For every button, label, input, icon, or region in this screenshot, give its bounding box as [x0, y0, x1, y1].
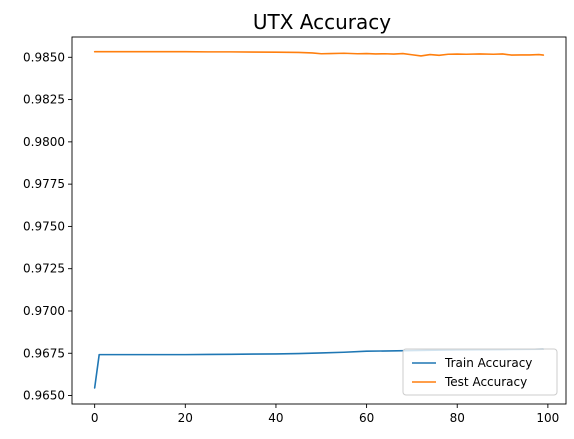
axes: 0 20 40 60 80 100 0.9650 0.9675 0.9700 0.9725 0.97…	[23, 36, 567, 425]
legend-label-test-accuracy: Test Accuracy	[444, 375, 527, 389]
y-tick-label: 0.9675	[23, 346, 65, 360]
legend-box	[402, 348, 558, 396]
axes-frame	[71, 36, 567, 405]
y-tick-label: 0.9825	[23, 93, 65, 107]
y-tick-label: 0.9775	[23, 177, 65, 191]
x-tick-label: 0	[91, 411, 99, 425]
x-tick-label: 20	[178, 411, 193, 425]
chart-title: UTX Accuracy	[253, 10, 391, 34]
y-tick-label: 0.9725	[23, 262, 65, 276]
y-tick-label: 0.9750	[23, 219, 65, 233]
y-tick-label: 0.9700	[23, 304, 65, 318]
x-tick-label: 40	[268, 411, 283, 425]
x-tick-label: 60	[359, 411, 374, 425]
legend-label-train-accuracy: Train Accuracy	[444, 356, 532, 370]
y-tick-label: 0.9650	[23, 389, 65, 403]
x-tick-label: 80	[450, 411, 465, 425]
series-line-test-accuracy	[93, 50, 545, 57]
x-tick-label: 100	[536, 411, 559, 425]
legend: Train Accuracy Test Accuracy	[402, 348, 558, 396]
y-tick-label: 0.9800	[23, 135, 65, 149]
y-tick-label: 0.9850	[23, 50, 65, 64]
plot-area	[93, 50, 545, 389]
